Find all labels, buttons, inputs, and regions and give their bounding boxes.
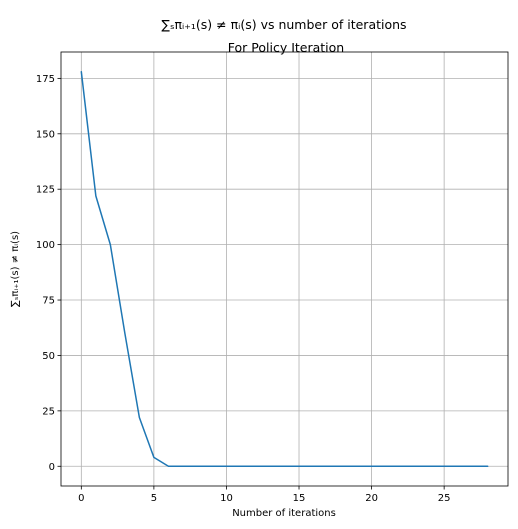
y-tick-label: 25 — [42, 406, 55, 417]
series-lines — [80, 70, 489, 468]
y-axis-label: ∑ₛπᵢ₊₁(s) ≠ πᵢ(s) — [10, 231, 21, 307]
x-tick-label: 0 — [78, 493, 84, 504]
x-tick-label: 15 — [293, 493, 306, 504]
grid-lines — [61, 52, 508, 486]
y-tick-label: 175 — [36, 74, 55, 85]
y-tick-label: 0 — [49, 462, 55, 473]
x-tick-label: 5 — [151, 493, 157, 504]
x-tick-label: 20 — [365, 493, 378, 504]
x-tick-label: 25 — [438, 493, 451, 504]
axis-ticks: 0 5 10 15 20 25 0 25 50 75 100 125 150 175 — [36, 74, 451, 504]
chart-title-line1: ∑ₛπᵢ₊₁(s) ≠ πᵢ(s) vs number of iteration… — [161, 17, 406, 32]
series-line — [80, 70, 489, 468]
x-tick-label: 10 — [220, 493, 233, 504]
x-axis-label: Number of iterations — [232, 508, 336, 519]
chart-title-line2: For Policy Iteration — [228, 40, 344, 55]
y-tick-label: 50 — [42, 351, 55, 362]
y-tick-label: 125 — [36, 185, 55, 196]
y-tick-label: 100 — [36, 240, 55, 251]
plot-frame — [60, 51, 509, 487]
y-tick-label: 75 — [42, 296, 55, 307]
y-tick-label: 150 — [36, 129, 55, 140]
